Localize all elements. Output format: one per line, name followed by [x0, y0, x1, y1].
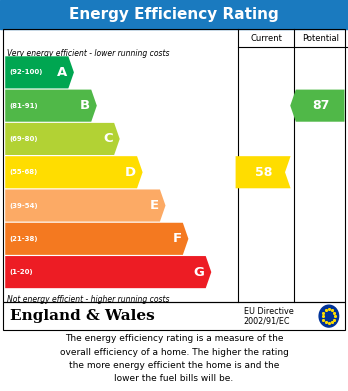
Text: (81-91): (81-91) [9, 103, 38, 109]
Text: Not energy efficient - higher running costs: Not energy efficient - higher running co… [7, 294, 169, 304]
Bar [3, 29, 345, 302]
Polygon shape [290, 90, 345, 122]
Text: (55-68): (55-68) [9, 169, 38, 175]
Polygon shape [5, 156, 143, 188]
Text: Potential: Potential [302, 34, 340, 43]
Text: (92-100): (92-100) [9, 69, 43, 75]
Polygon shape [5, 90, 97, 122]
Text: 2002/91/EC: 2002/91/EC [244, 316, 290, 325]
Text: Current: Current [250, 34, 282, 43]
Circle shape [319, 305, 339, 327]
Text: F: F [172, 232, 181, 245]
Text: Energy Efficiency Rating: Energy Efficiency Rating [69, 7, 279, 22]
Text: Very energy efficient - lower running costs: Very energy efficient - lower running co… [7, 48, 169, 58]
Text: D: D [125, 166, 136, 179]
Text: EU Directive: EU Directive [244, 307, 293, 316]
Text: (39-54): (39-54) [9, 203, 38, 208]
Polygon shape [236, 156, 291, 188]
Text: B: B [80, 99, 90, 112]
Text: A: A [57, 66, 67, 79]
Text: 58: 58 [255, 166, 272, 179]
Polygon shape [5, 223, 188, 255]
Bar [0, 0, 348, 29]
Text: E: E [149, 199, 159, 212]
Text: (1-20): (1-20) [9, 269, 33, 275]
Text: (21-38): (21-38) [9, 236, 38, 242]
Polygon shape [5, 56, 74, 88]
Polygon shape [5, 123, 120, 155]
Text: England & Wales: England & Wales [10, 309, 155, 323]
Text: (69-80): (69-80) [9, 136, 38, 142]
Text: G: G [193, 265, 204, 279]
Polygon shape [5, 256, 211, 288]
Bar [3, 302, 345, 330]
Text: 87: 87 [312, 99, 330, 112]
Polygon shape [5, 190, 166, 222]
Text: The energy efficiency rating is a measure of the
overall efficiency of a home. T: The energy efficiency rating is a measur… [60, 334, 288, 383]
Text: C: C [103, 133, 113, 145]
